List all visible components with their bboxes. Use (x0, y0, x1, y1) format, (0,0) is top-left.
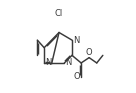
Text: N: N (73, 36, 79, 45)
Text: O: O (86, 48, 92, 57)
Text: O: O (73, 72, 80, 81)
Text: N: N (65, 58, 72, 67)
Text: N: N (45, 58, 51, 67)
Text: Cl: Cl (55, 9, 63, 18)
